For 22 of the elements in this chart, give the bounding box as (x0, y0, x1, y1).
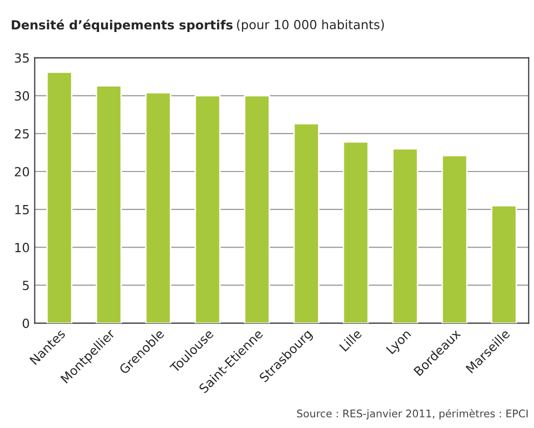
bar (442, 154, 468, 324)
y-tick-label: 35 (14, 53, 29, 63)
y-tick-label: 15 (15, 205, 29, 214)
bar (490, 204, 518, 324)
y-tick-label: 25 (14, 129, 29, 139)
bar (392, 148, 418, 324)
source-note: Source : RES-janvier 2011, périmètres : EPCI (297, 408, 528, 420)
y-tick-label: 5 (22, 280, 29, 290)
y-tick-label: 0 (22, 318, 30, 328)
y-tick-label: 10 (15, 242, 30, 252)
bar (96, 85, 122, 324)
x-tick-label: Lille (338, 328, 362, 352)
chart-subtitle: (pour 10 000 habitants) (237, 20, 384, 32)
bar (293, 123, 320, 324)
bar (244, 94, 270, 324)
bar (194, 94, 221, 324)
y-tick-label: 30 (14, 91, 30, 101)
y-tick-label: 20 (14, 166, 30, 176)
bar (46, 71, 72, 324)
bar (342, 141, 369, 324)
chart-title: Densité d’équipements sportifs (12, 19, 233, 32)
bar (145, 92, 172, 324)
